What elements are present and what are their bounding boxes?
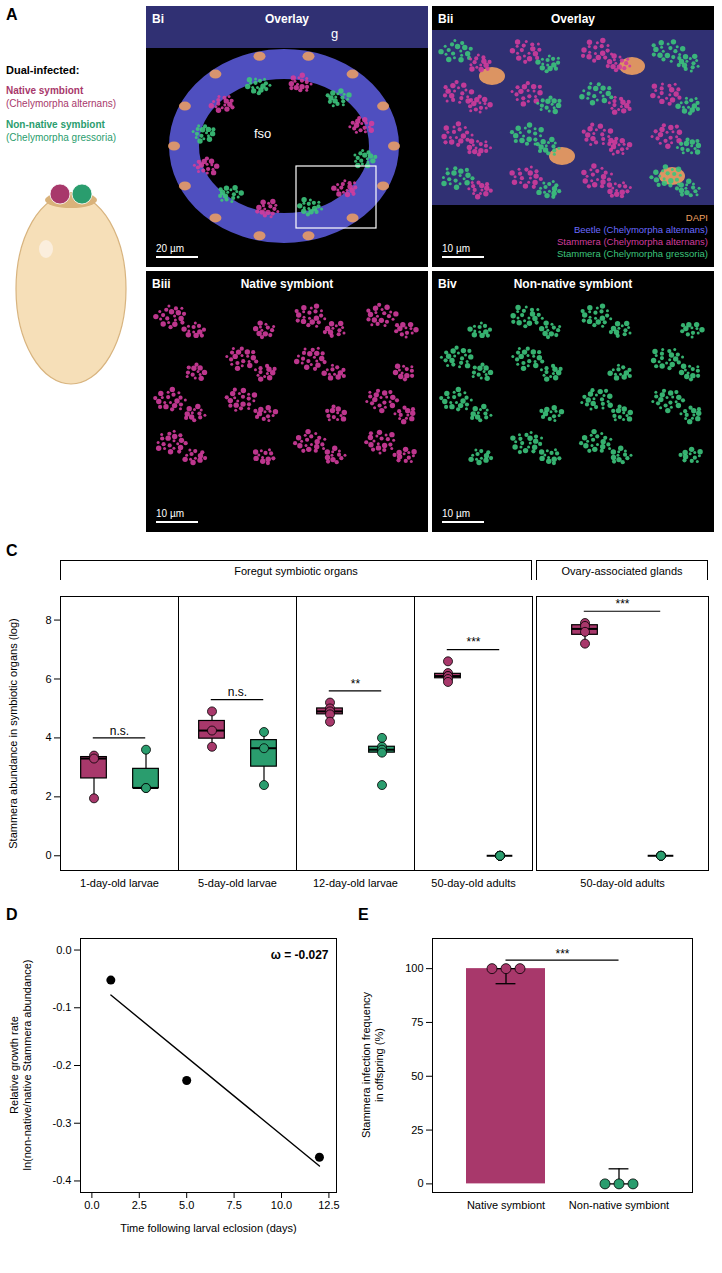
svg-text:10 µm: 10 µm [442,508,470,519]
svg-text:Stammera (Chelymorpha alternan: Stammera (Chelymorpha alternans) [557,236,708,247]
svg-text:1-day-old larvae: 1-day-old larvae [80,877,159,889]
svg-text:5.0: 5.0 [179,1199,194,1211]
svg-text:0.0: 0.0 [56,944,71,956]
svg-text:2.5: 2.5 [132,1199,147,1211]
svg-text:7.5: 7.5 [226,1199,241,1211]
html-text:(Chelymorpha alternans): (Chelymorpha alternans) [6,98,117,109]
svg-text:10 µm: 10 µm [156,508,184,519]
svg-text:Native symbiont: Native symbiont [241,277,334,291]
svg-text:g: g [331,26,338,41]
svg-text:n.s.: n.s. [110,724,129,738]
svg-text:20 µm: 20 µm [156,243,184,254]
html-text:Dual-infected:: Dual-infected: [6,64,80,76]
svg-text:ω = -0.027: ω = -0.027 [271,948,329,962]
svg-text:5-day-old larvae: 5-day-old larvae [198,877,277,889]
svg-text:Native symbiont: Native symbiont [467,1199,545,1211]
svg-text:75: 75 [411,1016,423,1028]
svg-text:Time following larval eclosion: Time following larval eclosion (days) [120,1222,296,1234]
svg-text:Stammera (Chelymorpha gressori: Stammera (Chelymorpha gressoria) [557,248,708,259]
svg-text:Non-native symbiont: Non-native symbiont [569,1199,669,1211]
svg-text:50-day-old adults: 50-day-old adults [431,877,516,889]
svg-text:-0.3: -0.3 [53,1117,72,1129]
svg-text:Overlay: Overlay [551,12,595,26]
svg-text:ln(non-native/native Stammera: ln(non-native/native Stammera abundance) [21,960,33,1171]
svg-text:Biv: Biv [438,277,457,291]
svg-text:***: *** [615,597,629,611]
html-text:C: C [6,542,18,559]
svg-text:50: 50 [411,1070,423,1082]
svg-text:***: *** [555,947,569,961]
html-text:Non-native symbiont: Non-native symbiont [6,119,105,130]
html-text:Ovary-associated glands: Ovary-associated glands [561,565,683,577]
svg-text:50-day-old adults: 50-day-old adults [580,877,665,889]
svg-text:8: 8 [45,614,51,626]
html-text:(Chelymorpha gressoria): (Chelymorpha gressoria) [6,132,116,143]
svg-text:fso: fso [254,126,271,141]
svg-text:2: 2 [45,790,51,802]
svg-text:-0.1: -0.1 [53,1001,72,1013]
html-text:E: E [358,906,369,923]
svg-text:4: 4 [45,731,51,743]
svg-text:***: *** [466,635,480,649]
svg-text:10.0: 10.0 [271,1199,292,1211]
html-text:D: D [6,906,18,923]
svg-text:Overlay: Overlay [265,12,309,26]
svg-text:12-day-old larvae: 12-day-old larvae [313,877,398,889]
svg-text:-0.4: -0.4 [53,1174,72,1186]
svg-text:100: 100 [405,962,423,974]
svg-text:12.5: 12.5 [318,1199,339,1211]
svg-text:Bii: Bii [438,12,453,26]
svg-text:25: 25 [411,1124,423,1136]
svg-text:in offspring (%): in offspring (%) [373,1028,385,1102]
svg-text:Non-native symbiont: Non-native symbiont [514,277,633,291]
html-text:Foregut symbiotic organs: Foregut symbiotic organs [234,565,358,577]
svg-text:Beetle (Chelymorpha alternans): Beetle (Chelymorpha alternans) [574,224,708,235]
svg-text:Biii: Biii [152,277,171,291]
svg-text:**: ** [351,677,361,691]
svg-text:Relative growth rate: Relative growth rate [8,1016,20,1114]
svg-text:6: 6 [45,673,51,685]
svg-text:0: 0 [417,1177,423,1189]
svg-text:DAPI: DAPI [686,212,708,223]
svg-text:Stammera abundance in symbioti: Stammera abundance in symbiotic organs (… [7,618,19,849]
svg-text:10 µm: 10 µm [442,243,470,254]
svg-text:0.0: 0.0 [84,1199,99,1211]
svg-text:Stammera infection frequency: Stammera infection frequency [360,991,372,1138]
html-text:Native symbiont: Native symbiont [6,85,84,96]
svg-text:Bi: Bi [152,12,164,26]
html-text:A: A [6,6,18,23]
svg-text:n.s.: n.s. [228,685,247,699]
svg-text:0: 0 [45,849,51,861]
svg-text:-0.2: -0.2 [53,1059,72,1071]
